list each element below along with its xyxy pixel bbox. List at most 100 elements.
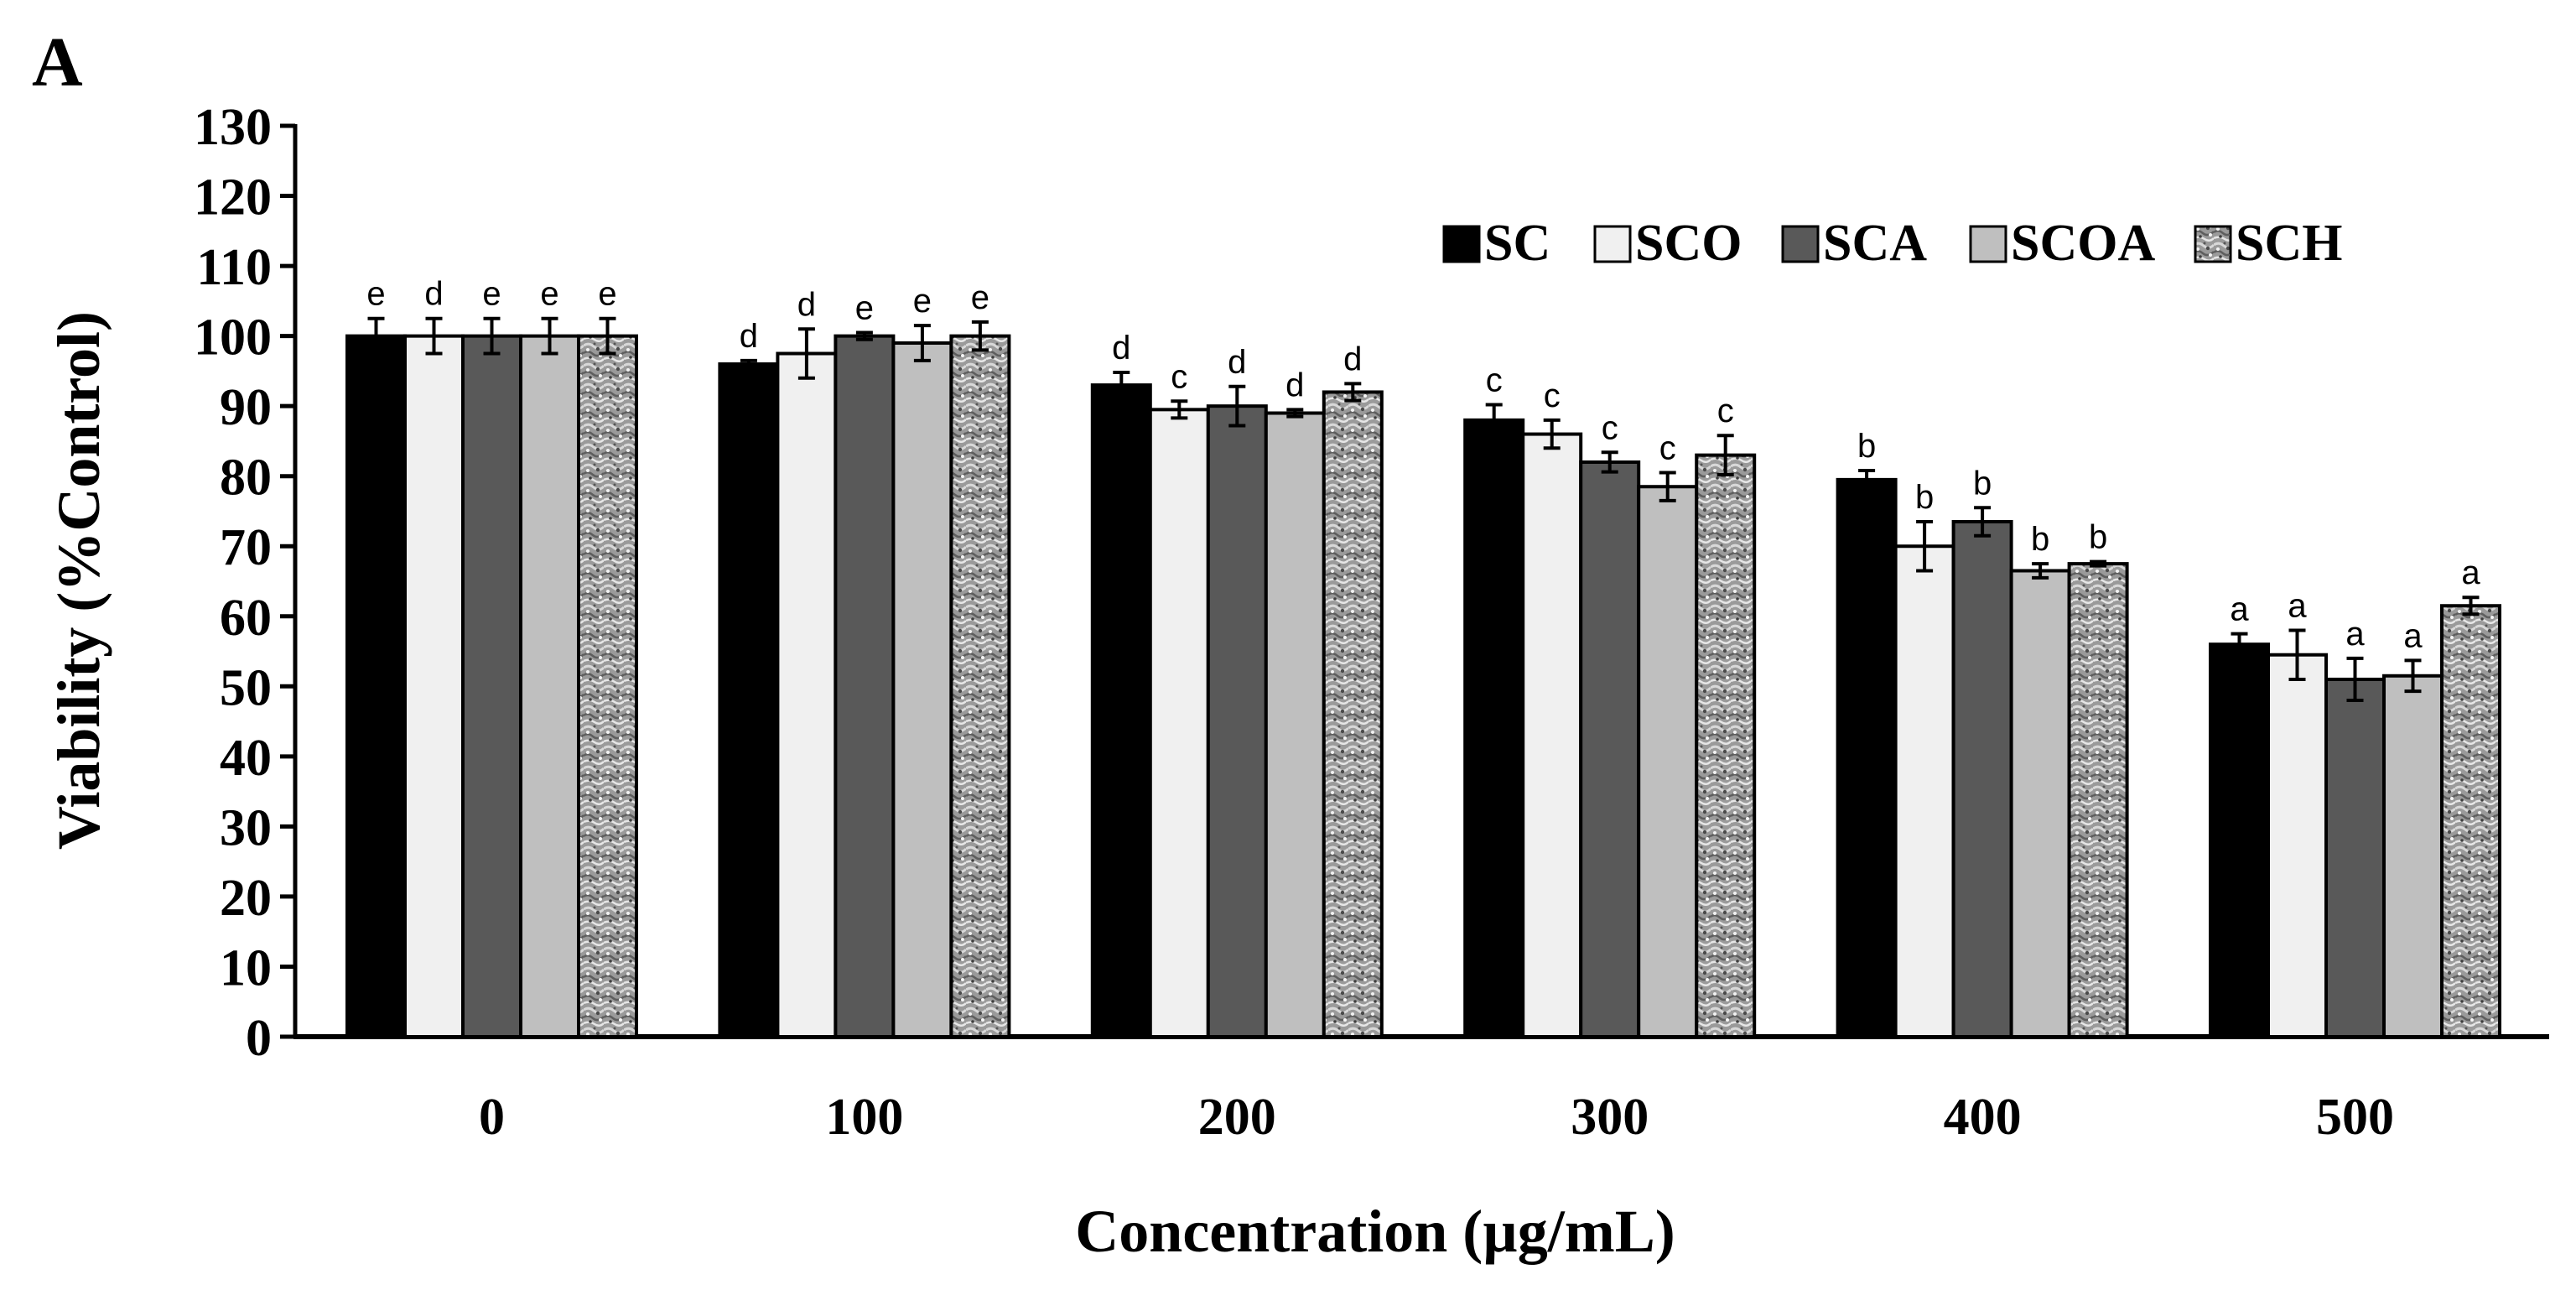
legend-label: SCA [1823, 215, 1927, 272]
bar-sch-0 [577, 334, 638, 1039]
legend-label: SCOA [2011, 215, 2155, 272]
x-tick-label: 400 [1944, 1089, 2022, 1146]
y-tick-label: 80 [220, 450, 272, 507]
bar-sca-0 [461, 334, 522, 1039]
bar-sca-100 [834, 334, 896, 1039]
legend-item-sco: SCO [1593, 215, 1742, 272]
error-bar [541, 316, 558, 356]
error-bar [2288, 628, 2306, 681]
bar-sco-300 [1521, 432, 1583, 1038]
error-bar [1543, 418, 1561, 450]
significance-letter: c [1544, 377, 1561, 414]
error-bar [913, 324, 931, 362]
bar-sca-400 [1951, 519, 2013, 1038]
error-bar [971, 320, 989, 352]
significance-letters: e d d c b a d d c c b a e e d c b a e e d c b a e e d c b a [366, 276, 2480, 655]
bar-sca-500 [2324, 677, 2386, 1038]
bar-scoa-200 [1264, 411, 1326, 1038]
significance-letter: c [1171, 358, 1187, 395]
significance-letter: d [740, 318, 758, 355]
significance-letter: d [424, 276, 443, 313]
bar-sch-400 [2067, 562, 2129, 1038]
error-bar [1113, 371, 1130, 400]
bar-scoa-100 [891, 341, 953, 1038]
legend-swatch [1442, 225, 1481, 263]
significance-letter: e [913, 283, 932, 320]
x-axis-label: Concentration (µg/mL) [1075, 1198, 1675, 1265]
error-bar [1716, 434, 1734, 477]
significance-letter: e [540, 276, 558, 313]
error-bar [1659, 471, 1676, 502]
significance-letter: b [1915, 479, 1934, 516]
legend-swatch [1781, 225, 1820, 263]
legend-item-sca: SCA [1781, 215, 1927, 272]
error-bar [2404, 658, 2422, 694]
significance-letter: d [1112, 330, 1130, 367]
y-tick-label: 40 [220, 730, 272, 787]
bar-sc-400 [1836, 477, 1898, 1038]
significance-letter: c [1486, 362, 1503, 398]
error-bar [1171, 399, 1188, 420]
x-tick-label: 500 [2316, 1089, 2394, 1146]
significance-letter: e [855, 289, 874, 326]
significance-letter: e [971, 279, 989, 316]
significance-letter: b [1973, 465, 1992, 502]
error-bar [2090, 559, 2107, 568]
significance-letter: d [1285, 367, 1304, 403]
error-bar [1485, 403, 1503, 438]
bar-sco-400 [1893, 544, 1955, 1038]
legend-swatch [2194, 225, 2232, 263]
y-tick-label: 20 [220, 870, 272, 927]
significance-letter: c [1659, 430, 1676, 467]
y-tick-label: 90 [220, 379, 272, 436]
bar-sco-200 [1148, 408, 1210, 1039]
bar-sch-500 [2440, 604, 2501, 1038]
error-bar [1601, 450, 1618, 474]
error-bar [367, 316, 385, 356]
legend-swatch [1593, 225, 1632, 263]
significance-letter: d [797, 286, 816, 323]
y-tick-label: 60 [220, 590, 272, 647]
bar-sc-500 [2209, 642, 2270, 1039]
y-tick-label: 10 [220, 939, 272, 996]
significance-letter: c [1717, 393, 1734, 429]
x-tick-label: 300 [1571, 1089, 1649, 1146]
error-bar [1286, 408, 1304, 419]
error-bar [483, 316, 501, 356]
significance-letter: d [1343, 341, 1362, 377]
y-tick-label: 100 [194, 309, 272, 367]
bar-scoa-400 [2009, 569, 2071, 1038]
error-bar [1858, 469, 1876, 491]
significance-letter: e [482, 276, 501, 313]
bars [345, 334, 2501, 1039]
x-tick-label: 200 [1198, 1089, 1276, 1146]
legend: SC SCO SCA SCOA SCH [1442, 215, 2342, 272]
bar-scoa-300 [1637, 485, 1699, 1038]
y-axis: 0 10 20 30 40 50 60 70 80 90 100 110 120 130 [194, 99, 298, 1067]
error-bar [2462, 596, 2480, 616]
x-tick-label: 0 [479, 1089, 505, 1146]
y-tick-label: 30 [220, 799, 272, 856]
significance-letter: e [598, 276, 616, 313]
significance-letter: a [2461, 554, 2480, 591]
significance-letter: a [2230, 591, 2249, 628]
significance-letter: b [2089, 519, 2107, 556]
bar-sca-300 [1579, 460, 1641, 1038]
bar-sc-100 [718, 362, 780, 1038]
legend-label: SCH [2236, 215, 2342, 272]
legend-swatch [1969, 225, 2007, 263]
y-axis-label: Viability (%Control) [45, 311, 112, 850]
bar-sc-300 [1463, 418, 1525, 1039]
error-bar [425, 316, 443, 356]
bar-sco-500 [2267, 653, 2328, 1038]
y-tick-label: 70 [220, 519, 272, 576]
y-tick-label: 120 [194, 169, 272, 226]
bar-sch-300 [1695, 453, 1757, 1038]
significance-letter: a [2288, 587, 2307, 624]
error-bar [1344, 382, 1362, 403]
legend-item-sc: SC [1442, 215, 1550, 272]
legend-item-scoa: SCOA [1969, 215, 2155, 272]
error-bar [1916, 519, 1934, 573]
bar-scoa-500 [2382, 674, 2444, 1038]
bar-sc-0 [345, 334, 407, 1039]
